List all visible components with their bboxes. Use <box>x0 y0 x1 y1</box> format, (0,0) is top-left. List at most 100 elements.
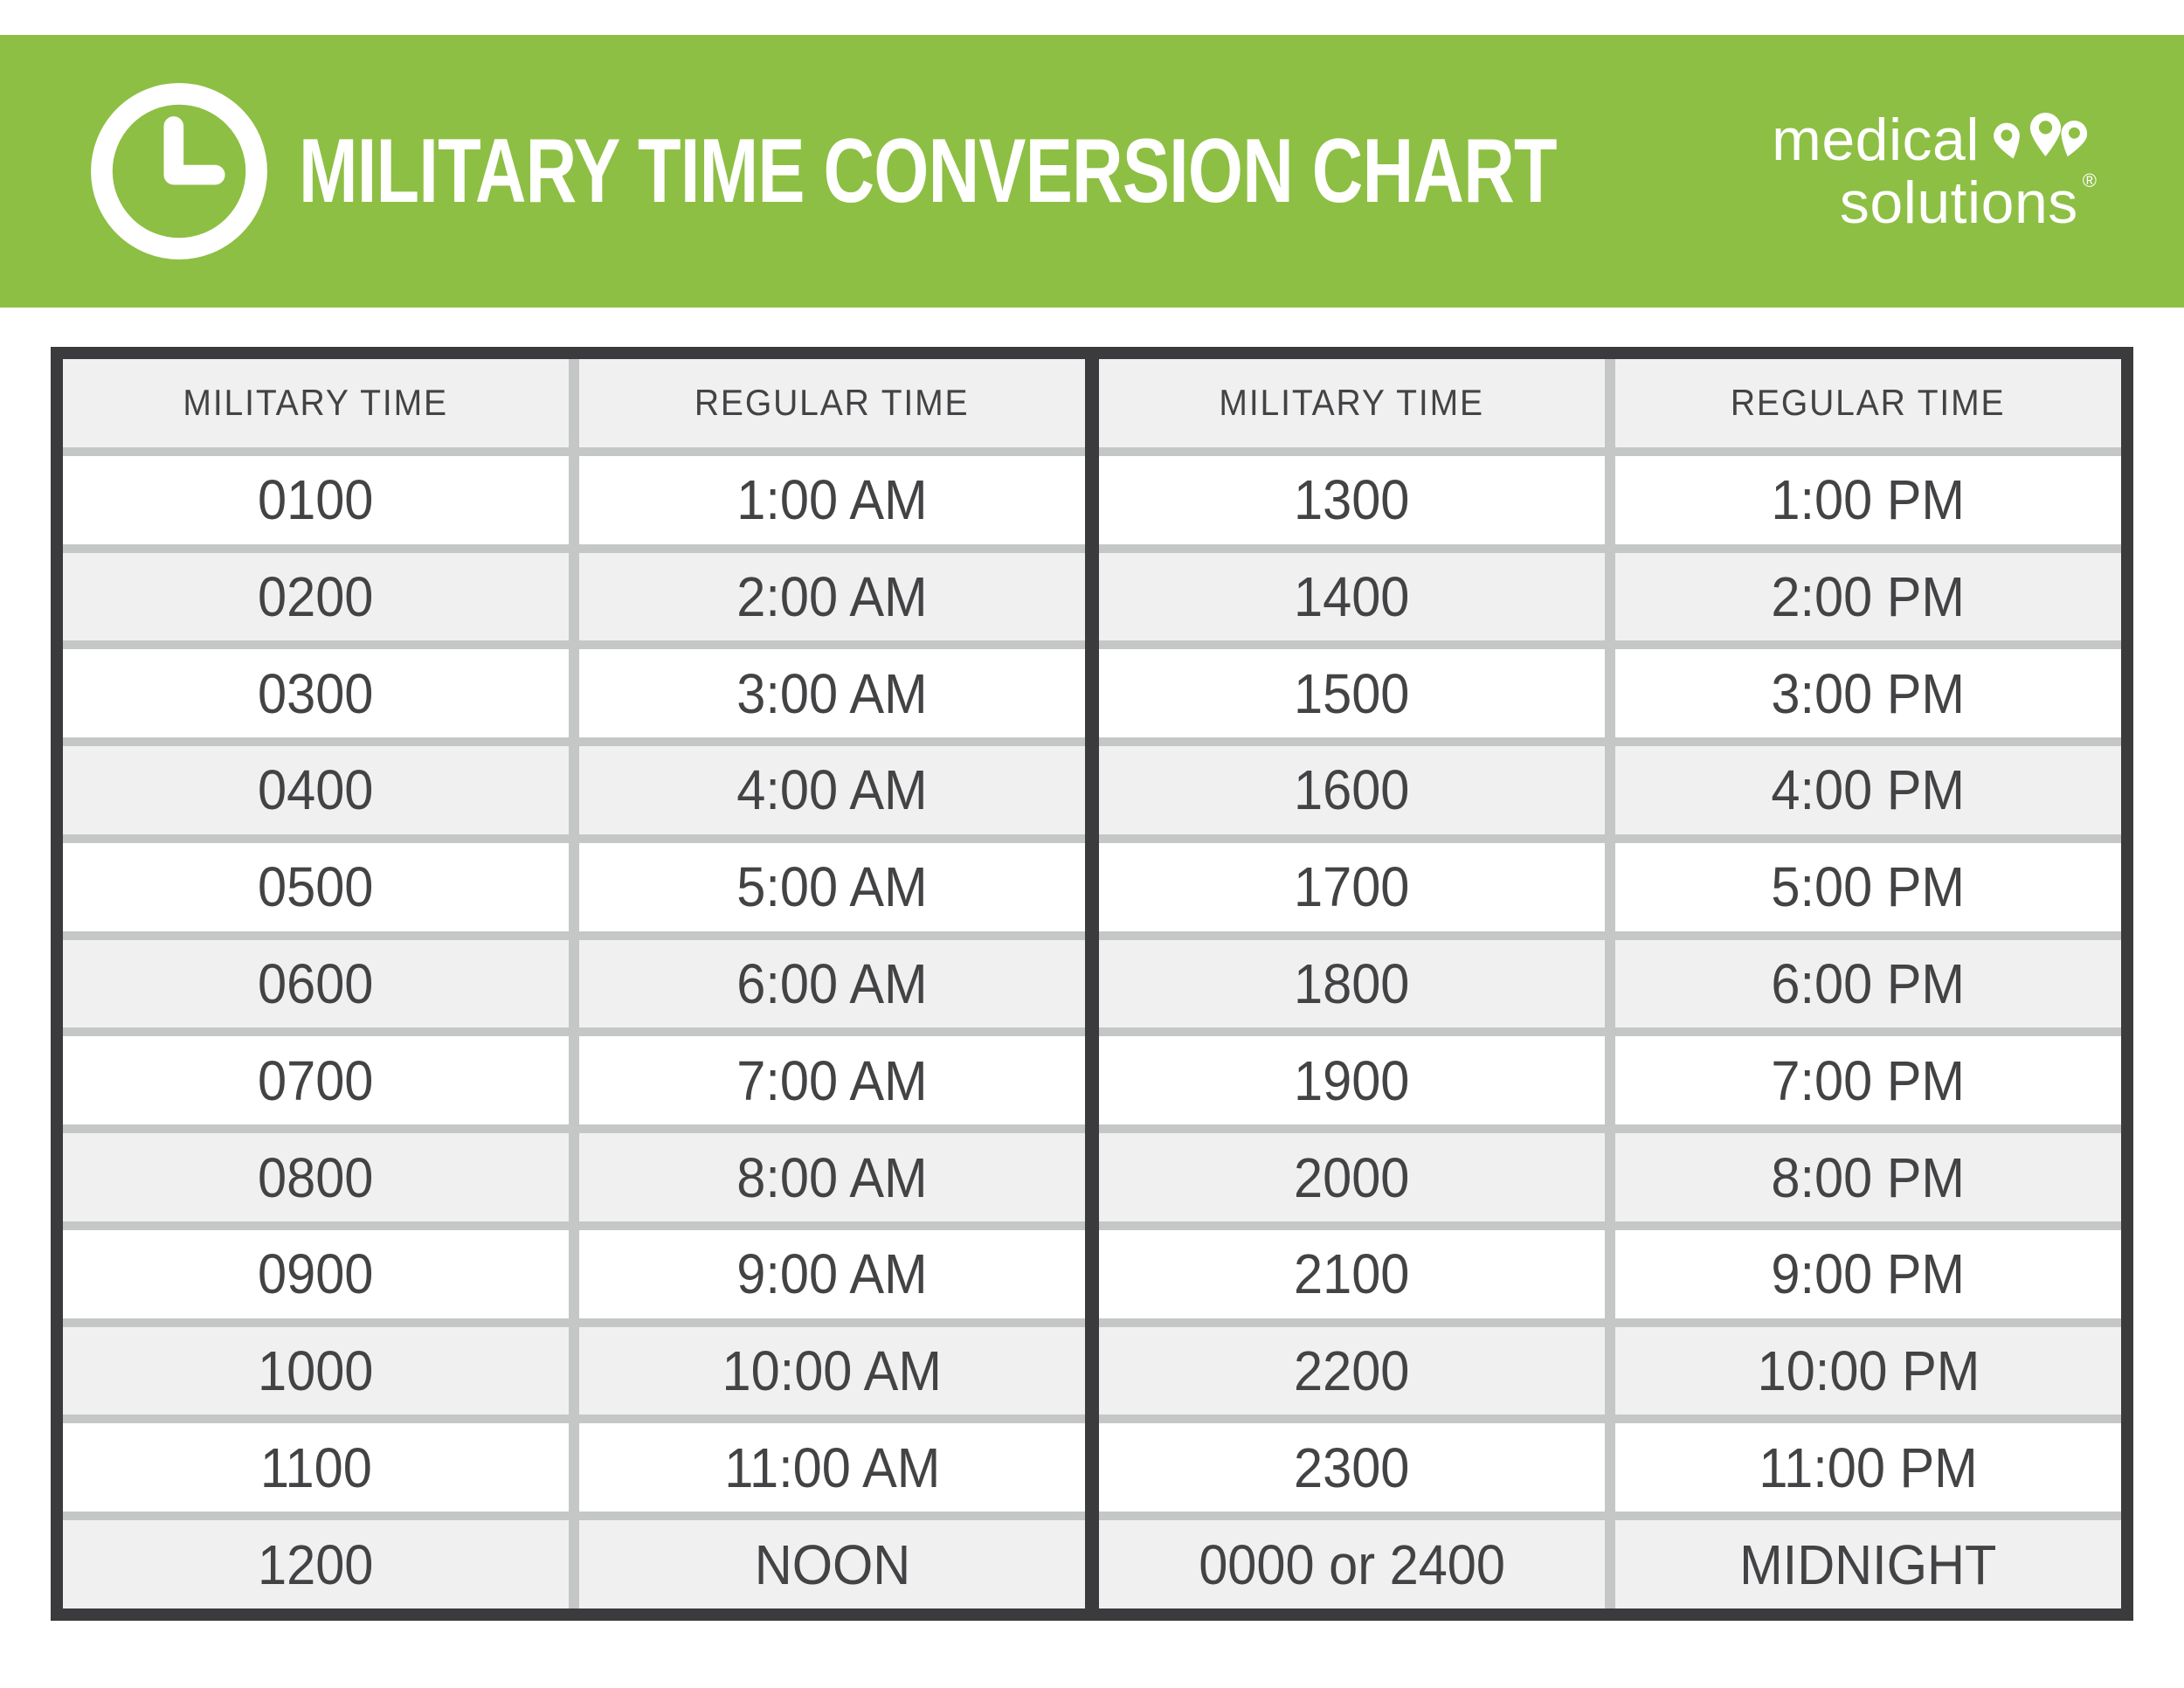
table-cell-right-row4-military: 1600 <box>1099 746 1605 834</box>
military-time-value: 0300 <box>258 661 374 725</box>
table-cell-right-row5-military: 1700 <box>1099 842 1605 931</box>
logo-word-medical: medical <box>1772 107 1980 173</box>
table-cell-left-row9-military: 0900 <box>63 1229 569 1318</box>
military-time-value: 2000 <box>1294 1145 1410 1209</box>
map-pins-icon <box>1994 113 2088 159</box>
conversion-table: MILITARY TIME REGULAR TIME 0100 1:00 AM 0200… <box>51 347 2133 1621</box>
table-cell-right-row7-military: 1900 <box>1099 1036 1605 1125</box>
military-time-value: 0900 <box>258 1242 374 1306</box>
header-cell-regular-left: REGULAR TIME <box>579 359 1085 447</box>
regular-time-value: 3:00 PM <box>1771 661 1966 725</box>
table-cell-right-row6-military: 1800 <box>1099 939 1605 1028</box>
table-cell-right-row3-military: 1500 <box>1099 649 1605 738</box>
table-cell-right-row9-regular: 9:00 PM <box>1615 1229 2121 1318</box>
table-cell-left-row5-regular: 5:00 AM <box>579 842 1085 931</box>
regular-time-value: 9:00 AM <box>736 1242 928 1306</box>
regular-time-value: 5:00 PM <box>1771 855 1966 919</box>
table-cell-right-row11-regular: 11:00 PM <box>1615 1423 2121 1512</box>
table-cell-right-row12-military: 0000 or 2400 <box>1099 1520 1605 1608</box>
header-label: MILITARY TIME <box>183 382 449 424</box>
table-cell-right-row3-regular: 3:00 PM <box>1615 649 2121 738</box>
table-cell-left-row3-regular: 3:00 AM <box>579 649 1085 738</box>
table-cell-right-row10-military: 2200 <box>1099 1326 1605 1415</box>
table-cell-left-row4-regular: 4:00 AM <box>579 746 1085 834</box>
table-cell-left-row2-regular: 2:00 AM <box>579 552 1085 641</box>
table-center-divider <box>1085 359 1099 1608</box>
military-time-value: 2100 <box>1294 1242 1410 1306</box>
regular-time-value: 11:00 AM <box>723 1435 941 1499</box>
military-time-value: 0200 <box>258 564 374 628</box>
table-cell-left-row6-regular: 6:00 AM <box>579 939 1085 1028</box>
logo-line-2: solutions ® <box>1839 169 2097 236</box>
regular-time-value: 7:00 PM <box>1771 1048 1966 1112</box>
table-cell-right-row10-regular: 10:00 PM <box>1615 1326 2121 1415</box>
table-left-half: MILITARY TIME REGULAR TIME 0100 1:00 AM 0200… <box>63 359 1085 1608</box>
military-time-value: 0700 <box>258 1048 374 1112</box>
table-cell-left-row2-military: 0200 <box>63 552 569 641</box>
header-label: REGULAR TIME <box>1731 382 2006 424</box>
table-cell-left-row10-regular: 10:00 AM <box>579 1326 1085 1415</box>
regular-time-value: 10:00 PM <box>1757 1339 1980 1403</box>
table-cell-right-row12-regular: MIDNIGHT <box>1615 1520 2121 1608</box>
regular-time-value: MIDNIGHT <box>1739 1532 1997 1596</box>
regular-time-value: 9:00 PM <box>1771 1242 1966 1306</box>
regular-time-value: 2:00 AM <box>736 564 928 628</box>
table-cell-right-row4-regular: 4:00 PM <box>1615 746 2121 834</box>
military-time-value: 1900 <box>1294 1048 1410 1112</box>
table-cell-left-row6-military: 0600 <box>63 939 569 1028</box>
regular-time-value: 6:00 AM <box>736 951 928 1015</box>
regular-time-value: 1:00 PM <box>1771 468 1966 532</box>
military-time-value: 0500 <box>258 855 374 919</box>
regular-time-value: 10:00 AM <box>722 1339 943 1403</box>
header-label: MILITARY TIME <box>1219 382 1485 424</box>
military-time-value: 1100 <box>259 1435 372 1499</box>
military-time-value: 1400 <box>1294 564 1410 628</box>
table-cell-left-row10-military: 1000 <box>63 1326 569 1415</box>
regular-time-value: 2:00 PM <box>1771 564 1966 628</box>
regular-time-value: 4:00 PM <box>1771 758 1966 822</box>
table-cell-right-row1-military: 1300 <box>1099 455 1605 544</box>
title-box: MILITARY TIME CONVERSION CHART <box>299 120 1635 224</box>
registered-trademark-mark: ® <box>2082 169 2097 191</box>
military-time-value: 2200 <box>1294 1339 1410 1403</box>
table-cell-left-row8-regular: 8:00 AM <box>579 1133 1085 1221</box>
regular-time-value: 11:00 PM <box>1759 1435 1978 1499</box>
table-cell-right-row5-regular: 5:00 PM <box>1615 842 2121 931</box>
medical-solutions-logo: medical solution <box>1772 110 2097 232</box>
table-cell-left-row7-regular: 7:00 AM <box>579 1036 1085 1125</box>
table-cell-left-row7-military: 0700 <box>63 1036 569 1125</box>
regular-time-value: 1:00 AM <box>736 468 928 532</box>
table-cell-right-row8-regular: 8:00 PM <box>1615 1133 2121 1221</box>
table-cell-left-row3-military: 0300 <box>63 649 569 738</box>
header-cell-military-left: MILITARY TIME <box>63 359 569 447</box>
military-time-value: 0600 <box>258 951 374 1015</box>
table-cell-right-row2-military: 1400 <box>1099 552 1605 641</box>
header-label: REGULAR TIME <box>695 382 970 424</box>
clock-icon <box>91 83 267 259</box>
table-cell-left-row11-regular: 11:00 AM <box>579 1423 1085 1512</box>
table-cell-left-row4-military: 0400 <box>63 746 569 834</box>
regular-time-value: 4:00 AM <box>736 758 928 822</box>
table-area: MILITARY TIME REGULAR TIME 0100 1:00 AM 0200… <box>0 347 2184 1621</box>
page-title: MILITARY TIME CONVERSION CHART <box>299 120 1558 222</box>
regular-time-value: 6:00 PM <box>1771 951 1966 1015</box>
military-time-value: 2300 <box>1294 1435 1410 1499</box>
table-cell-left-row12-military: 1200 <box>63 1520 569 1608</box>
logo-word-solutions: solutions <box>1839 169 2078 236</box>
military-time-value: 0800 <box>258 1145 374 1209</box>
military-time-value: 0400 <box>258 758 374 822</box>
header-cell-military-right: MILITARY TIME <box>1099 359 1605 447</box>
table-cell-right-row8-military: 2000 <box>1099 1133 1605 1221</box>
table-cell-right-row1-regular: 1:00 PM <box>1615 455 2121 544</box>
military-time-value: 1600 <box>1294 758 1410 822</box>
table-cell-left-row1-regular: 1:00 AM <box>579 455 1085 544</box>
table-cell-right-row7-regular: 7:00 PM <box>1615 1036 2121 1125</box>
regular-time-value: 7:00 AM <box>736 1048 928 1112</box>
regular-time-value: 5:00 AM <box>736 855 928 919</box>
regular-time-value: 3:00 AM <box>736 661 928 725</box>
military-time-value: 1700 <box>1294 855 1410 919</box>
table-cell-right-row2-regular: 2:00 PM <box>1615 552 2121 641</box>
table-cell-right-row6-regular: 6:00 PM <box>1615 939 2121 1028</box>
logo-line-1: medical <box>1772 110 2097 169</box>
